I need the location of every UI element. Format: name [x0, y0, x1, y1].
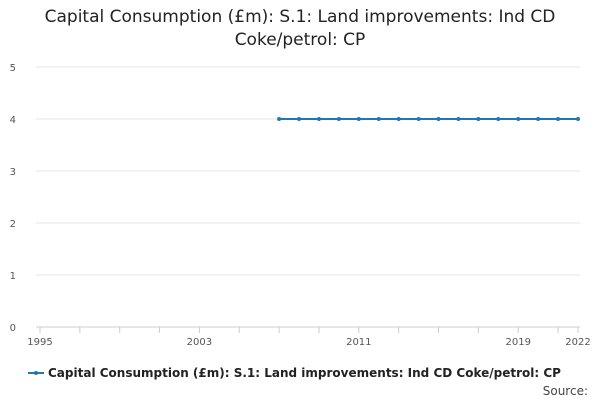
data-point: [396, 117, 401, 121]
chart-title-line-2: Coke/petrol: CP: [234, 30, 366, 50]
x-tick-label: 2019: [505, 337, 530, 348]
x-tick-label: 2003: [187, 337, 212, 348]
data-point: [376, 117, 381, 121]
y-tick-label: 2: [10, 219, 16, 230]
legend-swatch-icon: [28, 371, 44, 375]
data-point: [476, 117, 481, 121]
y-tick-label: 1: [10, 271, 16, 282]
source-label: Source:: [542, 384, 588, 398]
data-point: [356, 117, 361, 121]
data-point: [277, 117, 282, 121]
y-tick-label: 3: [10, 167, 16, 178]
data-point: [536, 117, 541, 121]
data-point: [297, 117, 302, 121]
y-tick-label: 5: [10, 63, 16, 74]
y-tick-label: 0: [10, 323, 16, 334]
chart-title: Capital Consumption (£m): S.1: Land impr…: [0, 6, 600, 52]
legend-label: Capital Consumption (£m): S.1: Land impr…: [48, 366, 561, 380]
data-point: [456, 117, 461, 121]
data-point: [336, 117, 341, 121]
data-point: [316, 117, 321, 121]
data-point: [576, 117, 580, 121]
legend[interactable]: Capital Consumption (£m): S.1: Land impr…: [28, 365, 561, 381]
x-tick-label: 1995: [27, 337, 52, 348]
x-tick-label: 2011: [346, 337, 371, 348]
x-tick-label: 2022: [565, 337, 590, 348]
data-point: [436, 117, 441, 121]
data-point: [416, 117, 421, 121]
data-point: [556, 117, 561, 121]
chart-title-line-1: Capital Consumption (£m): S.1: Land impr…: [44, 7, 556, 27]
data-point: [516, 117, 521, 121]
y-tick-label: 4: [10, 115, 16, 126]
data-point: [496, 117, 501, 121]
